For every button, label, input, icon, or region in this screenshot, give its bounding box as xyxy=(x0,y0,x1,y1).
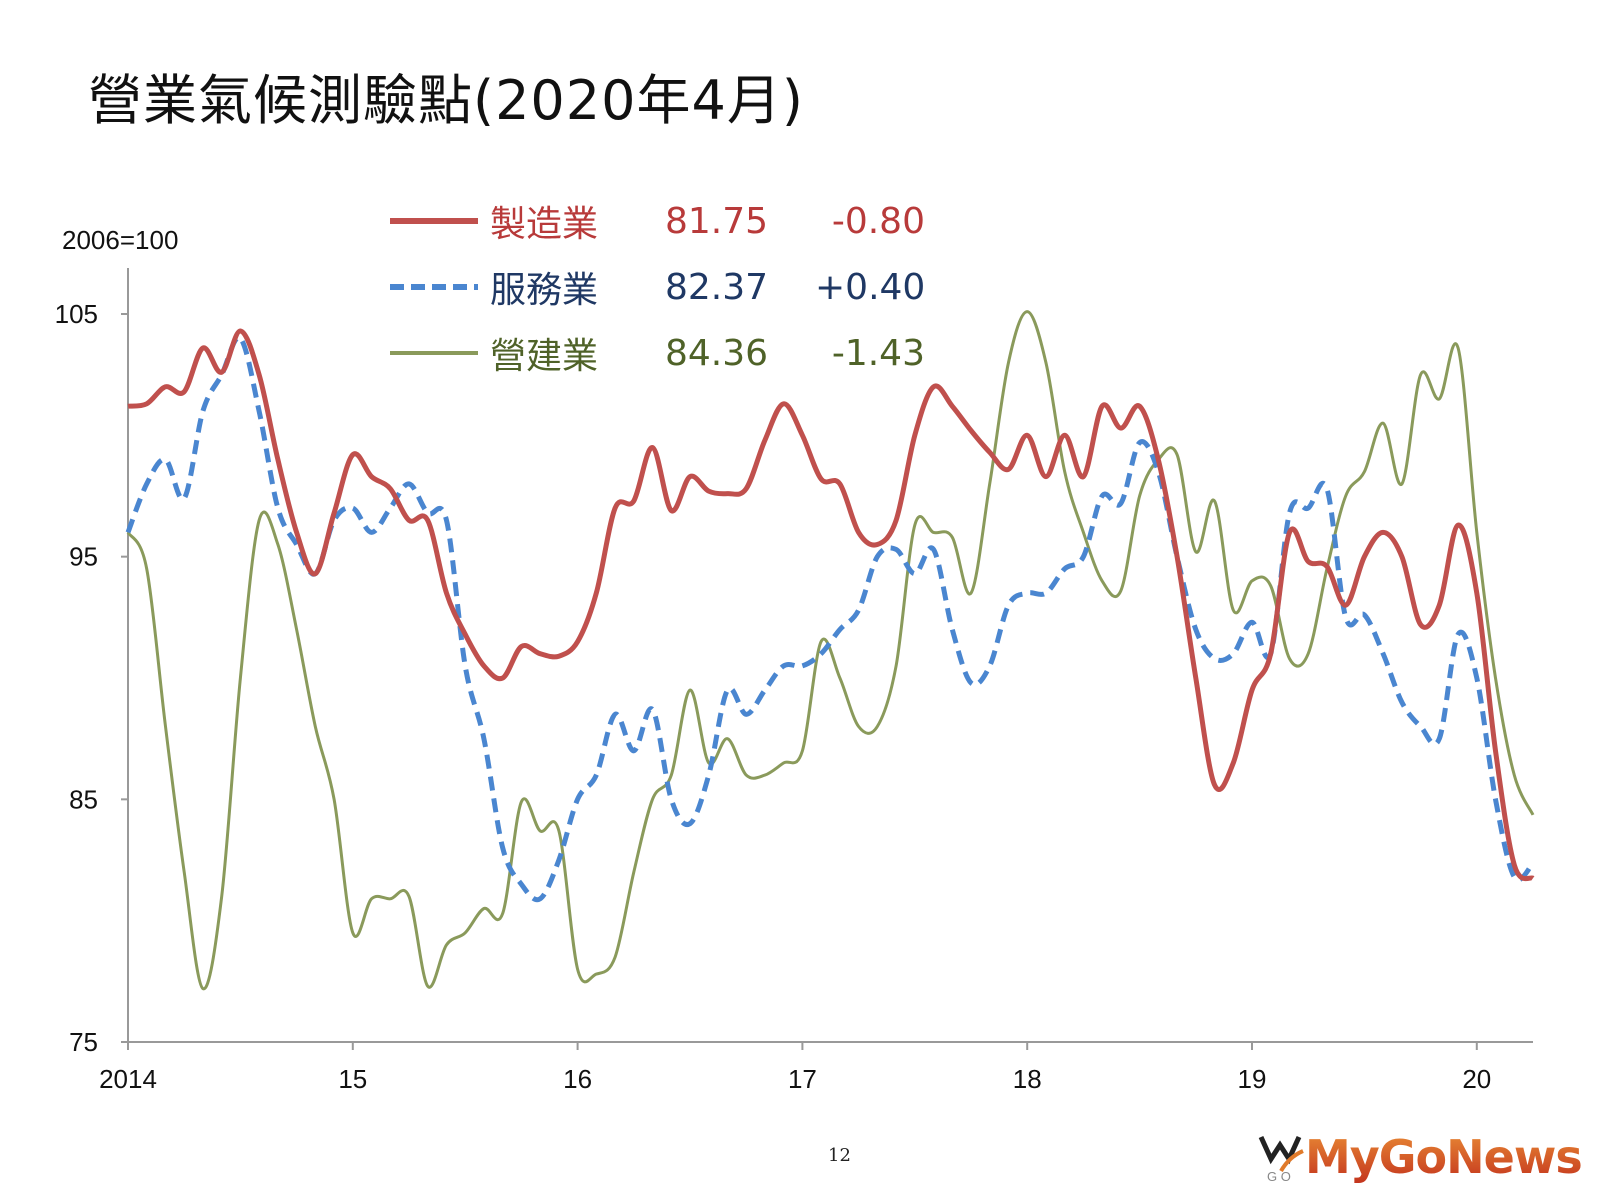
y-tick-label: 105 xyxy=(55,299,98,329)
legend-label: 服務業 xyxy=(490,270,599,311)
x-tick-label: 19 xyxy=(1238,1064,1267,1094)
logo-text: MyGoNews xyxy=(1305,1130,1583,1184)
y-tick-label: 75 xyxy=(69,1027,98,1057)
x-tick-label: 18 xyxy=(1013,1064,1042,1094)
series-line-services xyxy=(125,335,1535,903)
legend-latest-value: 84.36 xyxy=(665,332,769,374)
legend-change: -1.43 xyxy=(831,332,925,374)
x-tick-label: 2014 xyxy=(99,1064,157,1094)
legend-latest-value: 82.37 xyxy=(665,266,769,308)
x-tick-label: 20 xyxy=(1462,1064,1491,1094)
legend-swatch-solid-green xyxy=(390,351,478,355)
page-number: 12 xyxy=(828,1145,851,1166)
legend-item-services: 服務業 82.37 +0.40 xyxy=(390,262,925,312)
legend-swatch-solid-red xyxy=(390,218,478,224)
series-line-construction xyxy=(126,310,1535,991)
svg-text:G O: G O xyxy=(1267,1169,1291,1183)
legend-change: -0.80 xyxy=(831,200,925,242)
y-tick-label: 95 xyxy=(69,542,98,572)
series-line-manufacturing xyxy=(127,328,1535,882)
legend-label: 製造業 xyxy=(490,204,599,245)
legend-change: +0.40 xyxy=(815,266,926,308)
x-tick-label: 16 xyxy=(563,1064,592,1094)
legend-item-construction: 營建業 84.36 -1.43 xyxy=(390,328,925,378)
legend-swatch-dashed-blue xyxy=(390,284,478,290)
legend-label: 營建業 xyxy=(490,336,599,377)
x-tick-label: 17 xyxy=(788,1064,817,1094)
y-tick-label: 85 xyxy=(69,784,98,814)
mygonews-logo: G O MyGoNews xyxy=(1255,1130,1583,1184)
logo-mark-icon: G O xyxy=(1258,1135,1304,1183)
page-title: 營業氣候測驗點(2020年4月) xyxy=(88,69,804,132)
y-axis-label: 2006=100 xyxy=(62,225,178,255)
x-tick-label: 15 xyxy=(338,1064,367,1094)
legend-latest-value: 81.75 xyxy=(665,200,769,242)
legend-item-manufacturing: 製造業 81.75 -0.80 xyxy=(390,196,925,246)
